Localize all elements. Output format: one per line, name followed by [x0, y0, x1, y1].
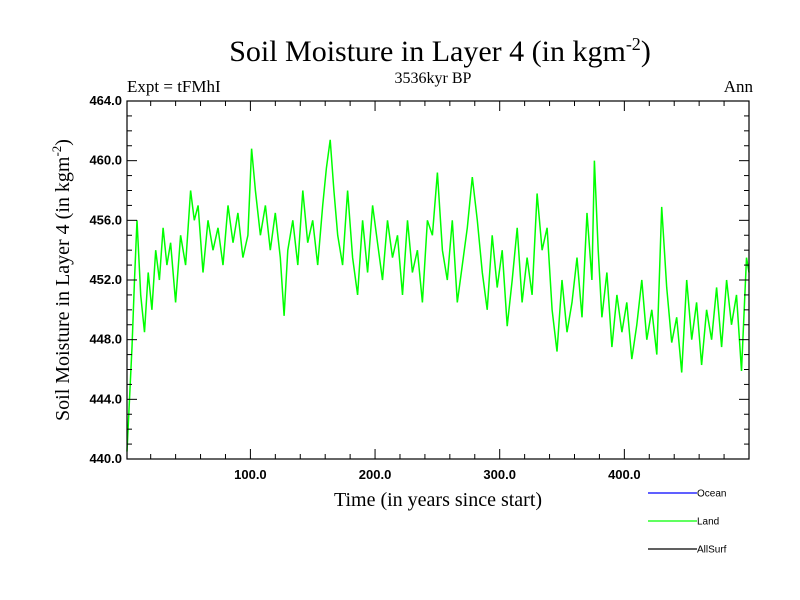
y-tick-label: 448.0	[89, 332, 122, 347]
x-tick-label: 300.0	[483, 467, 516, 482]
y-axis-title: Soil Moisture in Layer 4 (in kgm-2)	[49, 139, 74, 421]
experiment-label: Expt = tFMhI	[127, 77, 221, 96]
chart-subtitle: 3536kyr BP	[394, 70, 472, 87]
x-tick-label: 100.0	[234, 467, 267, 482]
y-tick-label: 460.0	[89, 153, 122, 168]
plot-frame	[126, 100, 750, 460]
y-tick-label: 456.0	[89, 212, 122, 227]
x-axis-title: Time (in years since start)	[334, 489, 542, 511]
series-line-land	[126, 139, 750, 452]
chart-title: Soil Moisture in Layer 4 (in kgm-2)	[229, 34, 651, 68]
legend-label-allsurf: AllSurf	[697, 545, 727, 556]
x-tick-label: 400.0	[608, 467, 641, 482]
y-tick-label: 444.0	[89, 391, 122, 406]
legend-label-ocean: Ocean	[697, 489, 726, 500]
legend-label-land: Land	[697, 517, 719, 528]
season-label: Ann	[723, 77, 753, 96]
x-tick-label: 200.0	[359, 467, 392, 482]
y-tick-label: 464.0	[89, 93, 122, 108]
y-tick-label: 452.0	[89, 272, 122, 287]
y-tick-label: 440.0	[89, 451, 122, 466]
